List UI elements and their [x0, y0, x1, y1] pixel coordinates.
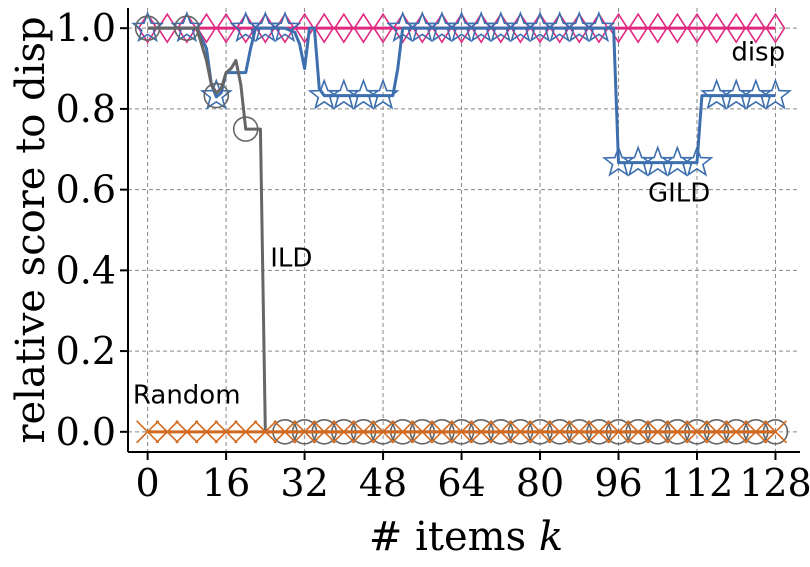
marker-star [758, 78, 792, 110]
x-tick-label: 128 [739, 461, 810, 505]
marker-x [469, 420, 493, 444]
marker-star [268, 10, 302, 43]
marker-diamond [706, 12, 727, 44]
y-tick-label: 0.8 [56, 87, 116, 131]
marker-x [626, 420, 650, 444]
marker-diamond [687, 12, 707, 44]
marker-diamond [314, 12, 335, 44]
x-tick-label: 48 [359, 461, 407, 505]
series-label-random: Random [133, 381, 241, 411]
y-tick-label: 0.2 [56, 329, 116, 373]
marker-x [763, 420, 788, 444]
marker-x [430, 420, 454, 444]
marker-x [685, 420, 709, 444]
series-line [147, 26, 776, 165]
marker-diamond [628, 12, 649, 44]
marker-diamond [765, 12, 786, 44]
marker-x [724, 420, 748, 444]
x-tick-label: 112 [661, 461, 734, 505]
series-label-ild: ILD [270, 243, 312, 273]
marker-x [489, 420, 513, 444]
marker-x [332, 420, 356, 444]
marker-x [351, 420, 376, 444]
marker-x [391, 420, 415, 444]
marker-x [273, 420, 297, 444]
marker-diamond [647, 12, 668, 44]
marker-diamond [353, 12, 374, 44]
marker-star [680, 145, 714, 177]
series-label-disp: disp [731, 37, 785, 67]
y-tick-label: 0.4 [56, 248, 116, 292]
marker-x [744, 420, 768, 444]
series-layer [131, 10, 792, 445]
x-axis-title: # items k [369, 514, 563, 560]
y-tick-label: 0.0 [56, 410, 116, 454]
marker-star [366, 78, 400, 110]
x-tick-label: 0 [136, 461, 160, 505]
series-random [136, 420, 788, 444]
x-tick-label: 16 [202, 461, 250, 505]
marker-x [312, 420, 336, 444]
marker-x [175, 420, 199, 444]
marker-x [136, 420, 160, 444]
marker-circle [174, 15, 200, 41]
x-axis-title-var: k [539, 514, 563, 560]
x-tick-label: 32 [280, 461, 328, 505]
marker-x [410, 420, 434, 444]
marker-diamond [745, 12, 766, 44]
marker-x [606, 420, 631, 444]
marker-x [253, 420, 277, 444]
marker-diamond [667, 12, 688, 44]
marker-x [567, 420, 591, 444]
marker-x [449, 420, 474, 444]
marker-x [587, 420, 611, 444]
x-tick-label: 80 [516, 461, 564, 505]
marker-x [548, 420, 572, 444]
marker-x [234, 420, 258, 444]
marker-circle [232, 116, 259, 142]
marker-x [665, 420, 689, 444]
x-axis-title-main: # items [369, 514, 539, 560]
x-tick-label: 96 [594, 461, 642, 505]
marker-x [194, 420, 219, 444]
marker-x [646, 420, 670, 444]
y-tick-label: 0.6 [56, 168, 116, 212]
marker-x [214, 420, 238, 444]
marker-star [582, 10, 616, 43]
marker-x [528, 420, 552, 444]
marker-diamond [333, 12, 354, 44]
marker-x [155, 420, 179, 444]
marker-diamond [726, 12, 747, 44]
marker-x [371, 420, 395, 444]
marker-circle [134, 15, 161, 41]
y-tick-label: 1.0 [56, 6, 116, 50]
marker-x [705, 420, 729, 444]
x-tick-label: 64 [437, 461, 485, 505]
marker-circle [203, 82, 230, 109]
series-labels: disp GILD ILD Random [133, 37, 785, 410]
series-label-gild: GILD [648, 179, 710, 209]
marker-x [508, 420, 532, 444]
marker-x [293, 420, 317, 444]
axes: 0 16 32 48 64 80 96 112 128 0.0 0.2 0.4 0.6 0.8 1.0 [56, 6, 810, 505]
y-axis-title: relative score to disp [8, 16, 54, 443]
